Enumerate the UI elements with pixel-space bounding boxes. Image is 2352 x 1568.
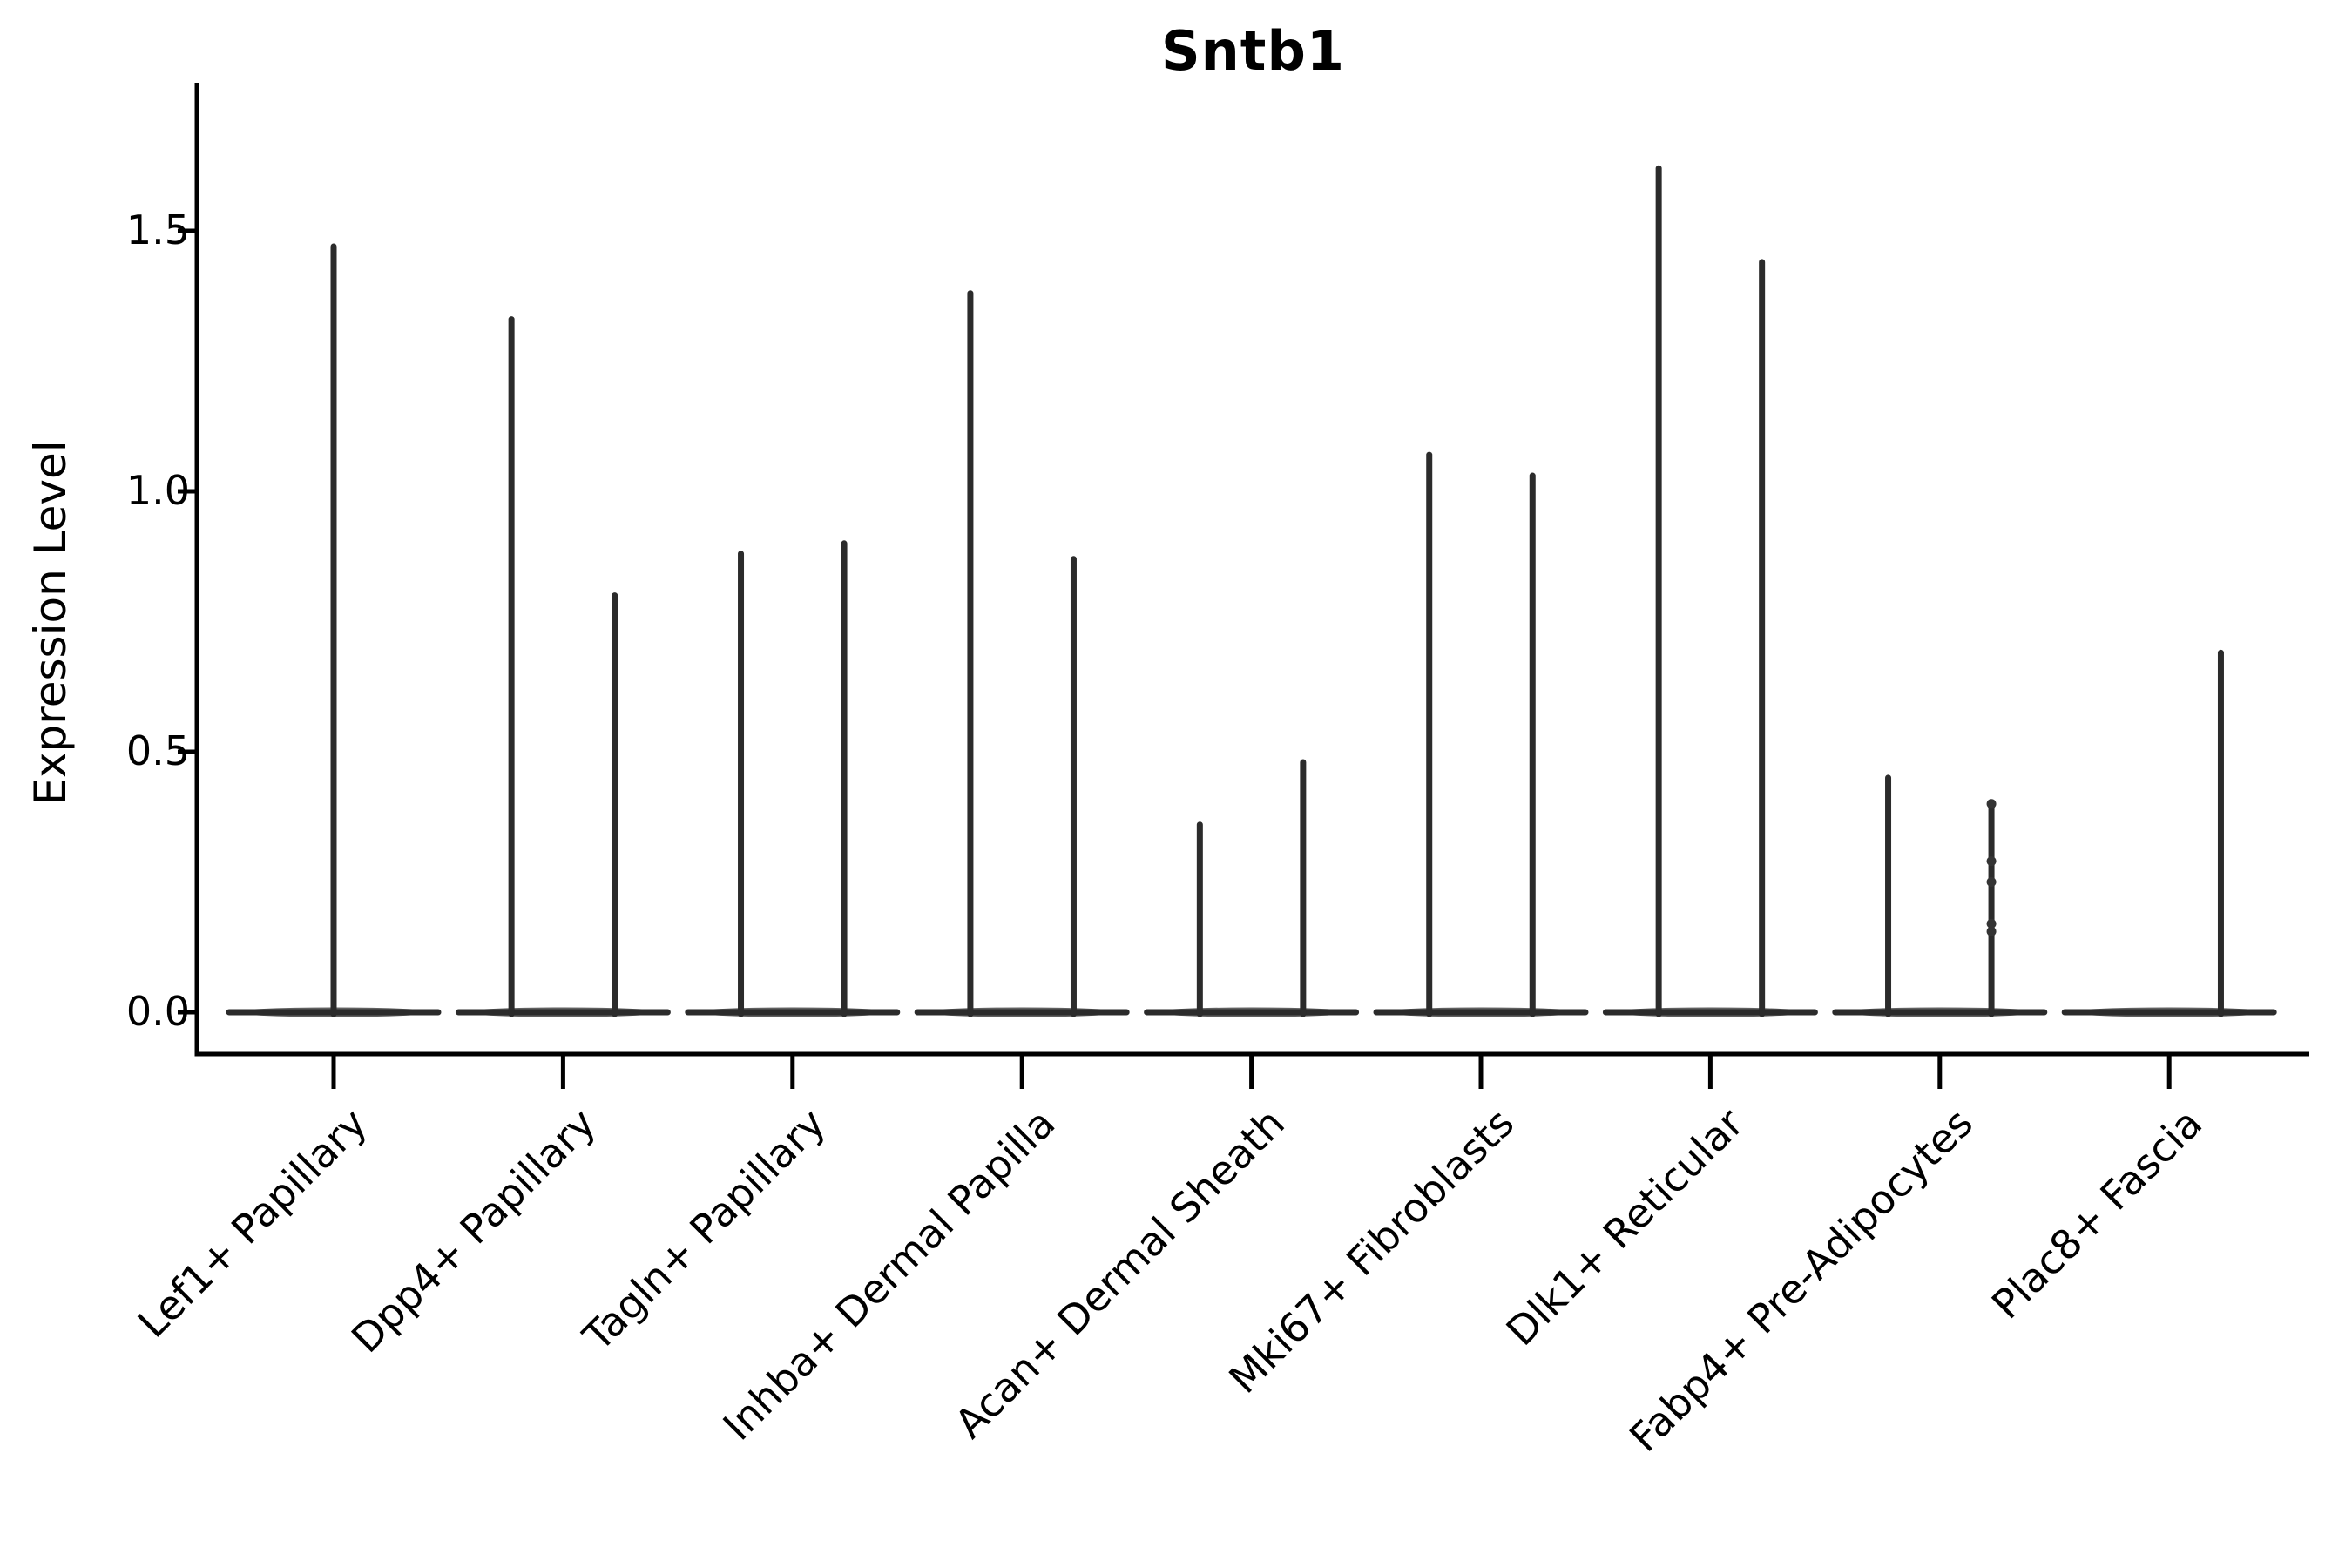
y-tick-label: 0.5 xyxy=(125,727,190,774)
y-tick-label: 1.5 xyxy=(125,206,190,253)
plot-title: Sntb1 xyxy=(1161,19,1345,83)
y-tick-label: 1.0 xyxy=(125,466,190,514)
y-tick-label: 0.0 xyxy=(125,987,190,1035)
jitter-point xyxy=(1986,856,1997,867)
jitter-point xyxy=(1986,918,1997,929)
jitter-point xyxy=(1986,926,1997,936)
jitter-point xyxy=(1986,799,1997,809)
jitter-point xyxy=(1986,877,1997,887)
